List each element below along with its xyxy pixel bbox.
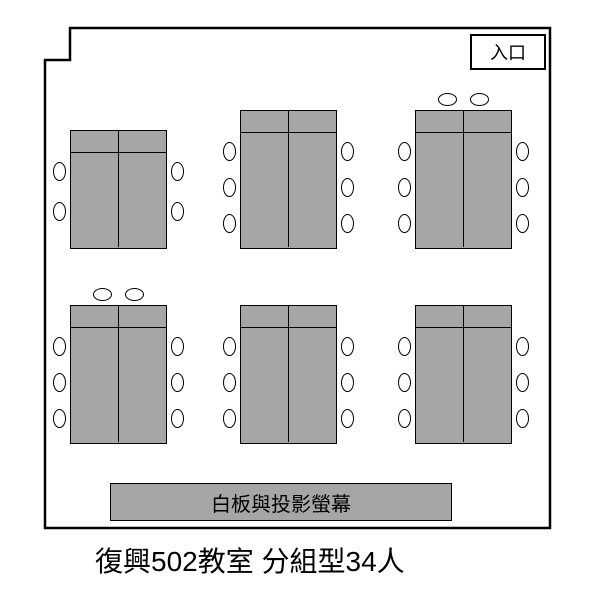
seat <box>516 409 529 428</box>
seat <box>53 409 66 428</box>
seat <box>53 202 66 221</box>
table-divider <box>463 132 465 247</box>
seat <box>398 373 411 392</box>
table-group <box>415 305 510 442</box>
table-group <box>240 305 335 442</box>
seat <box>341 409 354 428</box>
seat <box>171 202 184 221</box>
caption-text: 復興502教室 分組型34人 <box>95 540 405 580</box>
seat <box>125 288 144 301</box>
seat <box>341 142 354 161</box>
seat <box>398 337 411 356</box>
table-group <box>415 110 510 247</box>
seat <box>223 178 236 197</box>
whiteboard-box: 白板與投影螢幕 <box>110 483 452 521</box>
seat <box>341 178 354 197</box>
table-divider <box>118 327 120 442</box>
table-divider <box>288 110 290 132</box>
seat <box>470 93 489 106</box>
seat <box>398 409 411 428</box>
seat <box>171 373 184 392</box>
table-divider <box>463 327 465 442</box>
seat <box>516 142 529 161</box>
seat <box>53 373 66 392</box>
seat <box>516 214 529 233</box>
table-divider <box>118 130 120 152</box>
seat <box>53 162 66 181</box>
table-group <box>70 130 165 247</box>
seat <box>223 373 236 392</box>
seat <box>171 162 184 181</box>
seat <box>398 142 411 161</box>
table-divider <box>288 305 290 327</box>
table-divider <box>288 327 290 442</box>
table-divider <box>118 305 120 327</box>
floorplan-canvas: 入口 白板與投影螢幕 復興502教室 分組型34人 <box>0 0 600 600</box>
whiteboard-label: 白板與投影螢幕 <box>211 488 351 517</box>
seat <box>223 409 236 428</box>
table-divider <box>118 152 120 247</box>
table-divider <box>288 132 290 247</box>
seat <box>53 337 66 356</box>
seat <box>341 373 354 392</box>
table-divider <box>463 110 465 132</box>
seat <box>171 337 184 356</box>
entrance-label-box: 入口 <box>470 34 546 70</box>
seat <box>223 337 236 356</box>
table-divider <box>463 305 465 327</box>
seat <box>516 178 529 197</box>
seat <box>398 214 411 233</box>
seat <box>341 337 354 356</box>
seat <box>341 214 354 233</box>
entrance-label: 入口 <box>490 39 526 65</box>
seat <box>223 214 236 233</box>
table-group <box>240 110 335 247</box>
seat <box>171 409 184 428</box>
table-group <box>70 305 165 442</box>
seat <box>516 373 529 392</box>
seat <box>516 337 529 356</box>
seat <box>223 142 236 161</box>
seat <box>398 178 411 197</box>
